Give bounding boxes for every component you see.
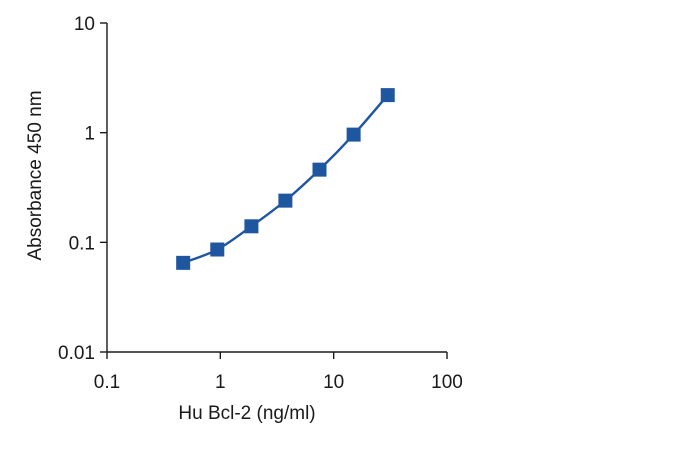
y-tick-label: 10 [74, 14, 95, 35]
data-point-marker [278, 193, 293, 208]
x-ticks: 0.1 1 10 100 [94, 352, 463, 393]
series-layer [176, 88, 395, 270]
data-point-marker [244, 219, 259, 234]
x-tick-label: 1 [215, 372, 226, 393]
data-point-marker [210, 242, 225, 257]
y-ticks: 0.01 0.1 1 10 [58, 14, 107, 364]
y-tick-label: 0.1 [69, 233, 95, 254]
series-line [181, 93, 389, 265]
x-axis-title: Hu Bcl-2 (ng/ml) [178, 403, 315, 424]
x-tick-label: 10 [323, 372, 344, 393]
y-tick-label: 1 [84, 124, 95, 145]
data-point-marker [312, 162, 327, 177]
x-tick-label: 0.1 [94, 372, 120, 393]
axes [106, 23, 447, 353]
data-point-marker [380, 88, 395, 103]
data-point-marker [176, 255, 191, 270]
y-axis-title: Absorbance 450 nm [25, 90, 46, 260]
x-tick-label: 100 [431, 372, 463, 393]
y-tick-label: 0.01 [58, 343, 95, 364]
data-point-marker [346, 127, 361, 142]
